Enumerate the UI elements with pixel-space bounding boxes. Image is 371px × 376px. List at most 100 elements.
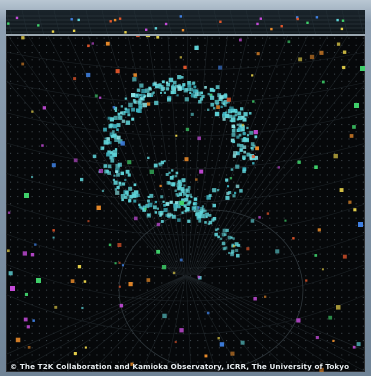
pmt-dot <box>190 138 192 140</box>
pmt-dot <box>312 174 314 176</box>
pmt-dot <box>276 325 278 327</box>
pmt-dot <box>334 368 336 370</box>
pmt-dot <box>175 124 177 126</box>
pmt-dot <box>218 260 220 262</box>
pmt-dot <box>110 354 112 356</box>
noise-hit <box>287 40 291 44</box>
pmt-dot <box>96 167 98 169</box>
ring-hit <box>219 94 224 100</box>
pmt-dot <box>247 253 249 255</box>
pmt-dot <box>146 152 148 154</box>
pmt-dot <box>17 152 19 154</box>
pmt-dot <box>74 145 76 147</box>
pmt-dot <box>319 160 321 162</box>
pmt-dot <box>125 311 127 313</box>
pmt-dot <box>290 268 292 270</box>
pmt-dot <box>53 152 55 154</box>
pmt-dot <box>355 52 357 54</box>
pmt-dot <box>24 275 26 277</box>
pmt-dot <box>96 80 98 82</box>
wire-line <box>185 10 189 276</box>
pmt-dot <box>17 332 19 334</box>
pmt-dot <box>67 368 69 370</box>
ring-hit <box>227 235 232 240</box>
pmt-dot <box>10 260 12 262</box>
ring-hit <box>177 218 181 222</box>
pmt-dot <box>89 109 91 111</box>
pmt-dot <box>348 188 350 190</box>
pmt-dot <box>276 131 278 133</box>
pmt-dot <box>154 361 156 363</box>
ring-hit <box>116 135 121 140</box>
pmt-dot <box>139 52 141 54</box>
pmt-dot <box>262 260 264 262</box>
ring-hit <box>213 89 216 92</box>
ring-hit <box>126 193 129 196</box>
noise-hit <box>27 346 31 349</box>
pmt-dot <box>82 102 84 104</box>
pmt-dot <box>38 73 40 75</box>
pmt-dot <box>67 210 69 212</box>
pmt-dot <box>139 196 141 198</box>
pmt-dot <box>305 160 307 162</box>
pmt-dot <box>283 275 285 277</box>
pmt-dot <box>197 73 199 75</box>
pmt-dot <box>362 311 364 313</box>
pmt-dot <box>211 73 213 75</box>
pmt-dot <box>240 66 242 68</box>
pmt-dot <box>110 340 112 342</box>
pmt-dot <box>168 145 170 147</box>
pmt-dot <box>240 311 242 313</box>
pmt-dot <box>218 37 220 39</box>
pmt-dot <box>132 347 134 349</box>
ring-hit <box>242 169 246 174</box>
pmt-dot <box>305 340 307 342</box>
pmt-dot <box>154 275 156 277</box>
pmt-dot <box>67 152 69 154</box>
photo-credit: © The T2K Collaboration and Kamioka Obse… <box>10 362 350 371</box>
pmt-dot <box>125 224 127 226</box>
ring-hit <box>184 197 189 202</box>
pmt-dot <box>204 340 206 342</box>
pmt-dot <box>233 102 235 104</box>
noise-hit <box>41 144 44 147</box>
pmt-dot <box>139 282 141 284</box>
ring-hit <box>193 85 197 89</box>
pmt-dot <box>96 138 98 140</box>
noise-hit <box>132 77 137 82</box>
pmt-dot <box>125 325 127 327</box>
pmt-dot <box>46 368 48 370</box>
pmt-dot <box>168 253 170 255</box>
pmt-dot <box>305 37 307 39</box>
pmt-dot <box>312 325 314 327</box>
ring-hit <box>185 207 190 212</box>
pmt-dot <box>96 354 98 356</box>
ring-hit <box>231 117 236 123</box>
pmt-dot <box>240 73 242 75</box>
ring-hit <box>190 196 193 199</box>
pmt-dot <box>240 196 242 198</box>
pmt-dot <box>247 116 249 118</box>
pmt-dot <box>197 246 199 248</box>
pmt-dot <box>118 361 120 363</box>
pmt-dot <box>226 66 228 68</box>
ring-hit <box>147 202 153 208</box>
pmt-dot <box>197 196 199 198</box>
pmt-dot <box>298 210 300 212</box>
pmt-dot <box>82 368 84 370</box>
ring-hit <box>234 111 237 114</box>
pmt-dot <box>10 109 12 111</box>
pmt-dot <box>168 268 170 270</box>
pmt-dot <box>53 181 55 183</box>
pmt-dot <box>276 37 278 39</box>
pmt-dot <box>283 102 285 104</box>
noise-hit <box>98 169 103 174</box>
pmt-dot <box>298 340 300 342</box>
pmt-dot <box>348 224 350 226</box>
pmt-dot <box>17 296 19 298</box>
pmt-dot <box>190 66 192 68</box>
pmt-dot <box>53 246 55 248</box>
noise-hit <box>356 342 361 347</box>
noise-hit <box>149 169 154 174</box>
pmt-dot <box>190 95 192 97</box>
